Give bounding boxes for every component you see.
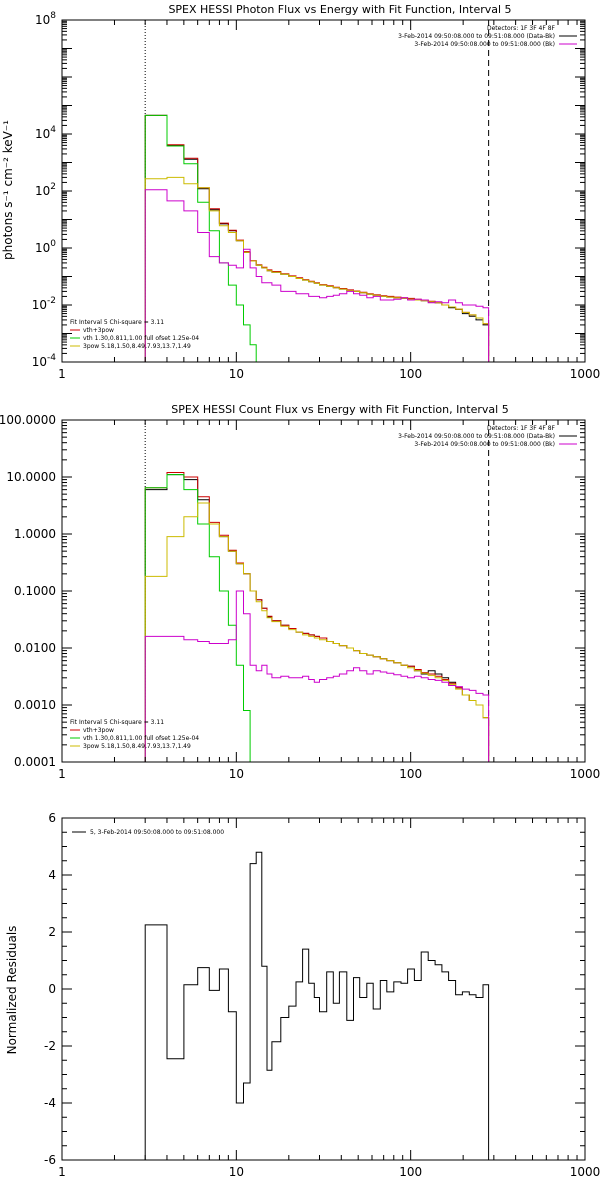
y-tick-label: 104 — [35, 125, 56, 141]
y-tick-label: 100 — [35, 239, 56, 255]
x-tick-label: 1 — [58, 367, 66, 381]
y-tick-label: 100.0000 — [0, 413, 56, 427]
legend-entry: vth 1.30,0.811,1.00 full ofset 1.25e-04 — [83, 735, 199, 742]
legend-entry: 3pow 5.18,1.50,8.49,7.93,13.7,1.49 — [83, 343, 191, 350]
legend-entry: Fit Interval 5 Chi-square = 3.11 — [70, 719, 164, 726]
y-tick-label: 102 — [35, 182, 56, 198]
legend: Detectors: 1F 3F 4F 8F3-Feb-2014 09:50:0… — [70, 425, 577, 750]
legend-entry: 5, 3-Feb-2014 09:50:08.000 to 09:51:08.0… — [90, 829, 224, 836]
series-line-3 — [144, 176, 490, 362]
y-tick-label: 1.0000 — [14, 527, 56, 541]
x-tick-label: 1000 — [570, 767, 600, 781]
legend-entry: 3-Feb-2014 09:50:08.000 to 09:51:08.000 … — [398, 33, 555, 40]
y-tick-label: 4 — [48, 868, 56, 882]
y-tick-label: -6 — [44, 1153, 56, 1167]
series-line-2 — [144, 114, 257, 362]
y-tick-base: 10 — [32, 298, 47, 312]
legend-entry: 3-Feb-2014 09:50:08.000 to 09:51:08.000 … — [398, 433, 555, 440]
series-line-1 — [144, 472, 490, 762]
legend: Detectors: 1F 3F 4F 8F3-Feb-2014 09:50:0… — [70, 25, 577, 350]
legend: 5, 3-Feb-2014 09:50:08.000 to 09:51:08.0… — [72, 829, 224, 836]
x-tick-label: 100 — [399, 367, 422, 381]
y-tick-exponent: -4 — [47, 353, 56, 363]
y-tick-label: 10-2 — [32, 296, 56, 312]
y-tick-label: 10-4 — [32, 353, 57, 369]
x-tick-label: 10 — [229, 1165, 244, 1179]
y-tick-label: -2 — [44, 1039, 56, 1053]
series-line-1 — [144, 114, 490, 362]
x-tick-label: 100 — [399, 1165, 422, 1179]
legend-entry: 3pow 5.18,1.50,8.49,7.93,13.7,1.49 — [83, 743, 191, 750]
y-tick-label: 0.1000 — [14, 584, 56, 598]
x-tick-label: 1000 — [570, 367, 600, 381]
axes: 1 10 100 1000 0.0001 0.0010 0.0100 0.1000 1.0000… — [0, 413, 600, 781]
y-axis-label: Normalized Residuals — [5, 926, 19, 1055]
y-tick-label: 108 — [35, 11, 56, 27]
y-tick-base: 10 — [35, 127, 50, 141]
x-tick-label: 1 — [58, 767, 66, 781]
plot-frame — [61, 817, 586, 1161]
y-tick-exponent: 0 — [50, 239, 56, 249]
y-axis-label: photons s⁻¹ cm⁻² keV⁻¹ — [1, 120, 15, 260]
y-tick-label: -4 — [44, 1096, 56, 1110]
panel-title: SPEX HESSI Count Flux vs Energy with Fit… — [171, 403, 508, 416]
x-tick-label: 10 — [229, 767, 244, 781]
series-group — [144, 420, 490, 762]
series-line-0 — [144, 474, 490, 762]
y-tick-base: 10 — [35, 13, 50, 27]
count-flux-panel: SPEX HESSI Count Flux vs Energy with Fit… — [0, 403, 600, 781]
plot-frame — [61, 19, 586, 363]
x-tick-label: 1000 — [570, 1165, 600, 1179]
series-line-4 — [144, 590, 490, 762]
legend-entry: 3-Feb-2014 09:50:08.000 to 09:51:08.000 … — [414, 41, 555, 48]
legend-entry: Detectors: 1F 3F 4F 8F — [487, 25, 556, 32]
y-tick-label: 6 — [48, 811, 56, 825]
plot-frame — [61, 419, 586, 763]
legend-entry: Detectors: 1F 3F 4F 8F — [487, 425, 556, 432]
x-tick-label: 10 — [229, 367, 244, 381]
axes: 1 10 100 1000 -6 -4 -2 0 2 4 6 — [44, 811, 600, 1179]
series-line-0 — [144, 851, 490, 1160]
y-tick-label: 0.0100 — [14, 641, 56, 655]
legend-entry: vth+3pow — [83, 727, 114, 734]
y-tick-label: 0.0001 — [14, 755, 56, 769]
y-tick-label: 2 — [48, 925, 56, 939]
series-line-2 — [144, 474, 257, 762]
series-line-3 — [144, 502, 490, 762]
series-group — [144, 851, 490, 1160]
legend-entry: vth+3pow — [83, 327, 114, 334]
series-line-0 — [144, 114, 490, 362]
y-tick-base: 10 — [35, 184, 50, 198]
residuals-panel: Normalized Residuals 1 10 100 1000 -6 -4 -2 0 2 4… — [5, 811, 600, 1179]
y-tick-exponent: -2 — [47, 296, 56, 306]
legend-entry: Fit Interval 5 Chi-square = 3.11 — [70, 319, 164, 326]
y-tick-label: 0.0010 — [14, 698, 56, 712]
y-tick-base: 10 — [32, 355, 47, 369]
y-tick-label: 10.0000 — [6, 470, 56, 484]
y-tick-label: 0 — [48, 982, 56, 996]
y-tick-base: 10 — [35, 241, 50, 255]
series-line-4 — [144, 189, 490, 362]
y-tick-exponent: 2 — [50, 182, 56, 192]
y-tick-exponent: 8 — [50, 11, 56, 21]
y-tick-exponent: 4 — [50, 125, 56, 135]
series-group — [144, 20, 490, 362]
legend-entry: vth 1.30,0.811,1.00 full ofset 1.25e-04 — [83, 335, 199, 342]
x-tick-label: 1 — [58, 1165, 66, 1179]
photon-flux-panel: SPEX HESSI Photon Flux vs Energy with Fi… — [1, 3, 600, 381]
x-tick-label: 100 — [399, 767, 422, 781]
panel-title: SPEX HESSI Photon Flux vs Energy with Fi… — [168, 3, 511, 16]
legend-entry: 3-Feb-2014 09:50:08.000 to 09:51:08.000 … — [414, 441, 555, 448]
